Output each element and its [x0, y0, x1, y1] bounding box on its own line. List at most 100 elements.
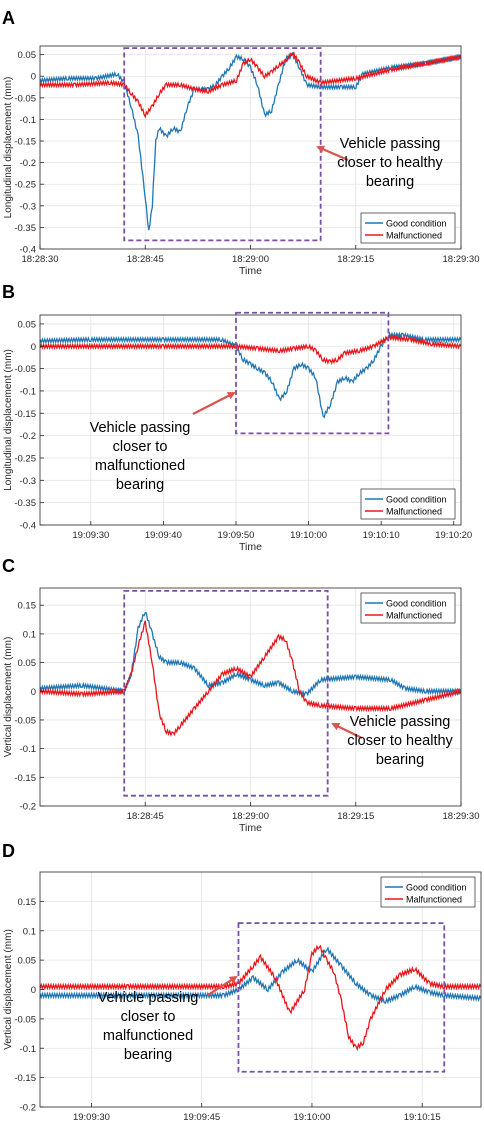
y-tick-label: -0.15: [14, 773, 36, 784]
y-axis-label: Vertical displacement (mm): [3, 637, 14, 758]
series-line-good-condition: [40, 331, 461, 419]
y-axis-label: Longitudinal displacement (mm): [3, 349, 14, 491]
y-tick-label: -0.35: [14, 223, 36, 234]
x-tick-label: 18:28:30: [22, 254, 59, 265]
legend: Good condition Malfunctioned: [380, 876, 476, 908]
legend-label-good-condition: Good condition: [386, 599, 447, 609]
legend-label-good-condition: Good condition: [406, 883, 467, 893]
annotation-text: malfunctioned: [95, 458, 185, 474]
y-axis-label: Longitudinal displacement (mm): [3, 77, 14, 219]
x-tick-label: 19:10:00: [290, 530, 327, 541]
y-tick-label: -0.05: [14, 1014, 36, 1025]
legend-label-good-condition: Good condition: [386, 495, 447, 505]
annotation-text: closer to healthy: [347, 733, 453, 749]
x-axis-label: Time: [239, 541, 262, 553]
series-line-malfunctioned: [40, 333, 461, 366]
x-tick-label: 19:10:15: [404, 1112, 441, 1121]
y-tick-label: -0.15: [14, 409, 36, 420]
y-tick-label: -0.3: [20, 476, 36, 487]
panel-a: A 18:28:30 18:28:45 18:29:00 18:29:15 18:29:3…: [2, 8, 479, 277]
panel-letter: C: [2, 556, 15, 576]
y-tick-label: -0.2: [20, 158, 36, 169]
series-line-malfunctioned: [40, 944, 481, 1052]
highlight-box: [123, 589, 329, 797]
legend: Good condition Malfunctioned: [360, 592, 456, 624]
y-tick-label: -0.05: [14, 93, 36, 104]
annotation-text: Vehicle passing: [90, 420, 191, 436]
annotation-text: malfunctioned: [103, 1028, 193, 1044]
x-tick-label: 19:09:50: [217, 530, 254, 541]
y-tick-label: 0.05: [18, 956, 37, 967]
panel-letter: A: [2, 8, 15, 28]
y-tick-label: -0.25: [14, 180, 36, 191]
x-tick-label: 19:09:30: [73, 1112, 110, 1121]
panel-letter: D: [2, 841, 15, 861]
y-tick-label: -0.3: [20, 201, 36, 212]
legend-box: [360, 212, 456, 244]
y-tick-label: -0.25: [14, 453, 36, 464]
y-tick-label: 0.05: [18, 319, 37, 330]
y-axis-label: Vertical displacement (mm): [3, 929, 14, 1050]
y-tick-label: 0: [31, 72, 36, 83]
series-line-malfunctioned: [40, 51, 461, 119]
annotation-text: closer to healthy: [337, 155, 443, 171]
legend-box: [360, 592, 456, 624]
highlight-box: [123, 47, 322, 242]
y-tick-label: 0.15: [18, 897, 37, 908]
annotation-text: Vehicle passing: [98, 990, 199, 1006]
x-tick-label: 19:10:00: [293, 1112, 330, 1121]
annotation-text: bearing: [124, 1047, 172, 1063]
highlight-box: [237, 922, 446, 1073]
y-tick-label: -0.1: [20, 386, 36, 397]
panel-c: C 18:28:45 18:29:00 18:29:15 18:29:30 0.15 0.1…: [2, 556, 479, 834]
y-tick-label: 0.1: [23, 926, 36, 937]
y-tick-label: 0.15: [18, 601, 37, 612]
legend: Good condition Malfunctioned: [360, 212, 456, 244]
x-axis-label: Time: [239, 822, 262, 834]
y-tick-label: 0: [31, 687, 36, 698]
legend-label-malfunctioned: Malfunctioned: [386, 611, 442, 621]
annotation-text: bearing: [116, 477, 164, 493]
legend-box: [380, 876, 476, 908]
annotation-text: closer to: [113, 439, 168, 455]
annotation-text: bearing: [366, 174, 414, 190]
x-tick-label: 18:29:15: [337, 811, 374, 822]
panel-b: B 19:09:30 19:09:40 19:09:50 19:10:00 19:10:1…: [2, 282, 472, 553]
annotation-arrow: [192, 392, 236, 415]
y-tick-label: -0.4: [20, 521, 36, 532]
y-tick-label: 0: [31, 342, 36, 353]
axes-frame: [39, 314, 462, 526]
y-tick-label: -0.15: [14, 137, 36, 148]
y-tick-label: -0.05: [14, 364, 36, 375]
y-tick-label: -0.1: [20, 115, 36, 126]
x-tick-label: 19:10:10: [363, 530, 400, 541]
annotation-text: closer to: [121, 1009, 176, 1025]
x-tick-label: 19:09:40: [145, 530, 182, 541]
legend-box: [360, 488, 456, 520]
annotation-text: Vehicle passing: [350, 714, 451, 730]
legend-label-good-condition: Good condition: [386, 219, 447, 229]
highlight-box: [235, 311, 390, 435]
y-tick-label: -0.15: [14, 1073, 36, 1084]
x-tick-label: 18:29:15: [337, 254, 374, 265]
panel-d: D 19:09:30 19:09:45 19:10:00 19:10:15 0.15 0.1…: [2, 841, 482, 1121]
legend: Good condition Malfunctioned: [360, 488, 456, 520]
y-tick-label: 0.05: [18, 50, 37, 61]
y-tick-label: -0.1: [20, 1044, 36, 1055]
x-tick-label: 18:29:00: [232, 254, 269, 265]
x-tick-label: 18:28:45: [127, 811, 164, 822]
legend-label-malfunctioned: Malfunctioned: [386, 231, 442, 241]
legend-label-malfunctioned: Malfunctioned: [406, 895, 462, 905]
y-tick-label: -0.05: [14, 715, 36, 726]
y-tick-label: 0.1: [23, 629, 36, 640]
series-line-malfunctioned: [40, 620, 461, 738]
y-tick-label: -0.2: [20, 802, 36, 813]
x-tick-label: 18:28:45: [127, 254, 164, 265]
panel-letter: B: [2, 282, 15, 302]
y-tick-label: 0.05: [18, 658, 37, 669]
y-tick-label: -0.35: [14, 498, 36, 509]
x-tick-label: 19:10:20: [435, 530, 472, 541]
y-tick-label: -0.2: [20, 431, 36, 442]
x-tick-label: 18:29:30: [443, 254, 480, 265]
